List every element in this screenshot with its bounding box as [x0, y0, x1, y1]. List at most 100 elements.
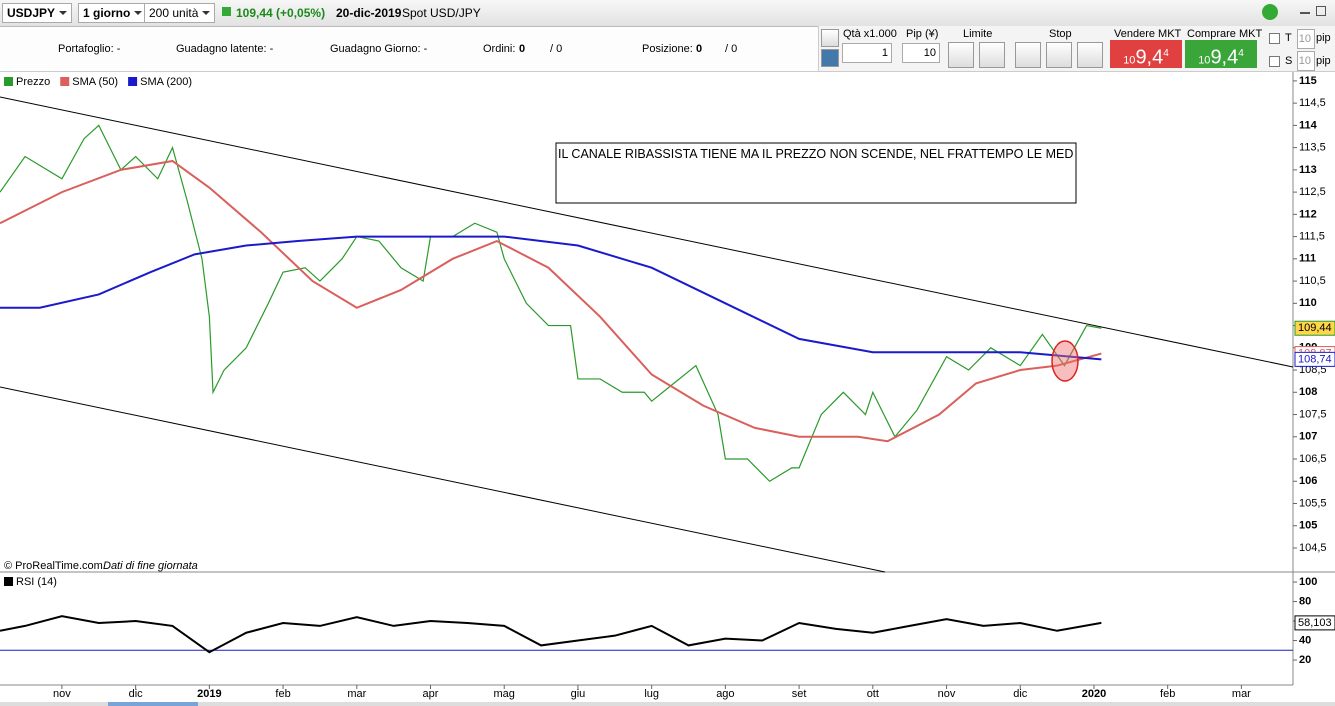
x-tick-label: nov [938, 688, 956, 700]
last-value-label: 58,103 [1298, 617, 1332, 629]
qty-input[interactable]: 1 [842, 43, 892, 63]
up-icon [222, 7, 231, 16]
stop-buy[interactable] [1015, 42, 1041, 68]
x-tick-label: lug [644, 688, 659, 700]
legend-label: SMA (50) [72, 76, 118, 88]
buy-price: 9,4 [1210, 46, 1239, 69]
pip-label: Pip (¥) [906, 28, 939, 40]
y-tick-label: 108 [1299, 386, 1317, 398]
legend-label: SMA (200) [140, 76, 192, 88]
last-value-label: 109,44 [1298, 322, 1332, 334]
t-pips[interactable]: 10 [1297, 29, 1315, 49]
y-tick-label: 112 [1299, 208, 1317, 220]
last-value-tag [1294, 320, 1335, 336]
y-tick-label: 40 [1299, 634, 1311, 646]
annotation-wrap: IL CANALE RIBASSISTA TIENE MA IL PREZZO … [558, 147, 1074, 161]
x-tick-label: ago [716, 688, 734, 700]
credit-note: Dati di fine giornata [103, 560, 198, 572]
y-tick-label: 107,5 [1299, 408, 1327, 420]
s-label: S [1285, 55, 1293, 67]
y-tick-label: 110 [1299, 297, 1317, 309]
t-unit: pip [1316, 32, 1331, 44]
stop-sell[interactable] [1046, 42, 1072, 68]
x-tick-label: mag [494, 688, 515, 700]
limit-buy[interactable] [948, 42, 974, 68]
orders-label: Ordini: [483, 43, 516, 55]
s-unit: pip [1316, 55, 1331, 67]
t-label: T [1285, 32, 1292, 44]
annotation: IL CANALE RIBASSISTA TIENE MA IL PREZZO … [558, 147, 1074, 161]
y-tick-label: 113 [1299, 164, 1317, 176]
y-tick-label: 111,5 [1299, 230, 1325, 242]
s-check[interactable] [1269, 56, 1280, 67]
s-pips[interactable]: 10 [1297, 51, 1315, 71]
series-line [0, 124, 1102, 483]
chart: IL CANALE RIBASSISTA TIENE MA IL PREZZO … [0, 72, 1335, 706]
maximize[interactable] [1316, 6, 1326, 16]
y-tick-label: 114,5 [1299, 97, 1326, 109]
keypad-button[interactable] [821, 49, 839, 67]
instrument: Spot USD/JPY [402, 6, 481, 20]
series-line [0, 159, 1102, 443]
pip-input[interactable]: 10 [902, 43, 940, 63]
channel-lower [0, 386, 886, 573]
y-tick-label: 110,5 [1299, 275, 1326, 287]
sell-small: 4 [1163, 48, 1169, 59]
account-bar: Portafoglio: - Guadagno latente: - Guada… [0, 26, 1335, 72]
y-tick-label: 108,5 [1299, 364, 1327, 376]
date: 20-dic-2019 [336, 6, 402, 20]
x-tick-label: ott [867, 688, 879, 700]
y-tick-label: 113,5 [1299, 142, 1326, 154]
t-check[interactable] [1269, 33, 1280, 44]
series-line [0, 615, 1102, 654]
y-tick-label: 105 [1299, 520, 1317, 532]
sell-big: 10 [1123, 54, 1136, 67]
y-tick-label: 106 [1299, 475, 1317, 487]
legend-swatch [4, 77, 13, 86]
y-tick-label: 111 [1299, 253, 1316, 265]
minimize[interactable] [1300, 12, 1310, 14]
channel-upper [0, 96, 1294, 368]
refresh-icon[interactable] [1262, 4, 1278, 20]
edit-button[interactable] [821, 29, 839, 47]
y-tick-label: 114 [1299, 119, 1318, 131]
x-tick-label: apr [423, 688, 439, 700]
y-tick-label: 115 [1299, 75, 1317, 87]
x-tick-label: 2020 [1082, 688, 1106, 700]
highlight-circle [1051, 340, 1079, 382]
daily-gain: Guadagno Giorno: - [330, 43, 428, 55]
x-tick-label: 2019 [197, 688, 221, 700]
legend-label: Prezzo [16, 76, 50, 88]
period-select[interactable]: 1 giorno [78, 3, 148, 23]
buy-button[interactable]: 109,44 [1185, 40, 1257, 69]
credit: © ProRealTime.com [4, 560, 103, 572]
y-tick-label: 20 [1299, 654, 1311, 666]
symbol-select[interactable]: USDJPY [2, 3, 73, 23]
limit-sell[interactable] [979, 42, 1005, 68]
qty-label: Qtà x1.000 [843, 28, 897, 40]
series-line [0, 235, 1102, 361]
legend-swatch [128, 77, 138, 86]
sell-button[interactable]: 109,44 [1110, 40, 1182, 69]
x-tick-label: dic [1013, 688, 1028, 700]
axis-area [1293, 72, 1335, 706]
x-tick-label: mar [347, 688, 366, 700]
buy-big: 10 [1198, 54, 1211, 67]
stop-extra[interactable] [1077, 42, 1103, 68]
portfolio: Portafoglio: - [58, 43, 121, 55]
annotation-box [555, 142, 1077, 204]
x-tick-label: dic [129, 688, 144, 700]
x-tick-label: mar [1232, 688, 1251, 700]
position-count: 0 [696, 43, 703, 55]
scrollbar[interactable] [0, 702, 1335, 706]
x-tick-label: giu [571, 688, 586, 700]
scroll-thumb[interactable] [108, 702, 198, 706]
x-tick-label: feb [275, 688, 290, 700]
units-select[interactable]: 200 unità [144, 3, 216, 23]
position-total: / 0 [725, 43, 738, 55]
legend-swatch [60, 77, 70, 86]
x-tick-label: nov [53, 688, 71, 700]
y-tick-label: 106,5 [1299, 453, 1327, 465]
stop-label: Stop [1049, 28, 1072, 40]
